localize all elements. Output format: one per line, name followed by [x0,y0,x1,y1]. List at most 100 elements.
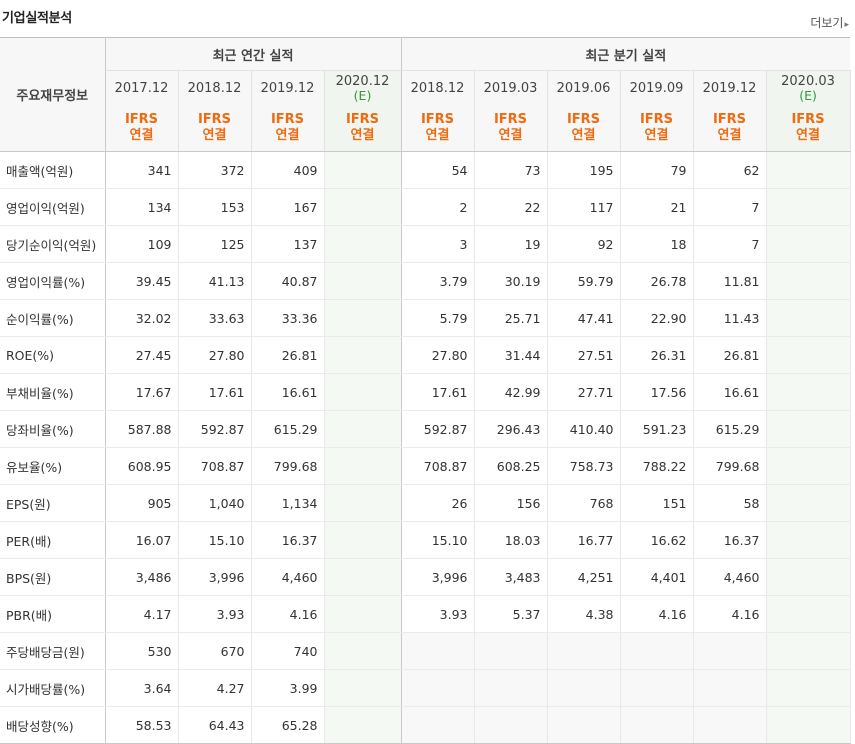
table-row: 영업이익(억원) 134 153 167 2 22 117 21 7 [0,188,851,226]
period-year: 2020.03 [781,73,835,89]
ifrs-label: IFRS [566,112,601,127]
value-cell: 125 [178,225,252,263]
value-cell: 32.02 [105,299,179,337]
period-year: 2020.12 [335,73,390,89]
table-row: 당기순이익(억원) 109 125 137 3 19 92 18 7 [0,225,851,263]
value-cell: 16.07 [105,521,179,559]
consolidated-label: 연결 [571,128,596,143]
consolidated-label: 연결 [498,128,523,143]
value-cell: 341 [105,151,179,189]
value-cell: 64.43 [178,706,252,744]
row-label: PBR(배) [0,595,106,633]
value-cell [766,595,851,633]
value-cell: 22.90 [620,299,694,337]
value-cell: 4.16 [693,595,767,633]
table-row: 영업이익률(%) 39.45 41.13 40.87 3.79 30.19 59.79 26.… [0,262,851,300]
period-header-quarter-4: 2019.12 [693,70,767,105]
period-header-quarter-0: 2018.12 [401,70,475,105]
value-cell: 530 [105,632,179,670]
value-cell: 740 [251,632,325,670]
period-year: 2019.12 [702,80,757,96]
value-cell [693,706,767,744]
table-row: ROE(%) 27.45 27.80 26.81 27.80 31.44 27.51 26.3… [0,336,851,374]
row-label: 영업이익률(%) [0,262,106,300]
value-cell: 195 [547,151,621,189]
value-cell: 17.61 [401,373,475,411]
value-cell [766,336,851,374]
value-cell: 4.16 [251,595,325,633]
value-cell [693,632,767,670]
value-cell [620,632,694,670]
more-link[interactable]: 더보기▸ [810,14,849,31]
row-label: BPS(원) [0,558,106,596]
row-label: 영업이익(억원) [0,188,106,226]
value-cell: 26.81 [251,336,325,374]
row-label: 순이익률(%) [0,299,106,337]
row-label: 시가배당률(%) [0,669,106,707]
value-cell [620,669,694,707]
value-cell: 708.87 [401,447,475,485]
value-cell: 54 [401,151,475,189]
ifrs-label: IFRS [712,112,747,127]
value-cell: 17.67 [105,373,179,411]
value-cell: 33.36 [251,299,325,337]
value-cell: 16.61 [693,373,767,411]
value-cell [324,632,402,670]
value-cell [324,447,402,485]
value-cell: 587.88 [105,410,179,448]
value-cell [766,410,851,448]
value-cell: 117 [547,188,621,226]
value-cell: 768 [547,484,621,522]
value-cell: 5.79 [401,299,475,337]
value-cell: 3,483 [474,558,548,596]
value-cell: 4,460 [693,558,767,596]
ifrs-badge: IFRS 연결 [474,105,548,152]
ifrs-label: IFRS [124,112,159,127]
value-cell [324,373,402,411]
value-cell: 16.77 [547,521,621,559]
value-cell [324,225,402,263]
value-cell: 137 [251,225,325,263]
value-cell [324,521,402,559]
value-cell: 17.61 [178,373,252,411]
value-cell: 79 [620,151,694,189]
annual-group-header: 최근 연간 실적 [105,37,402,71]
value-cell: 40.87 [251,262,325,300]
consolidated-label: 연결 [717,128,742,143]
value-cell: 17.56 [620,373,694,411]
value-cell [324,595,402,633]
value-cell: 592.87 [178,410,252,448]
ifrs-badge: IFRS 연결 [178,105,252,152]
value-cell [766,299,851,337]
value-cell: 27.80 [401,336,475,374]
value-cell: 33.63 [178,299,252,337]
value-cell: 3,996 [401,558,475,596]
row-label: ROE(%) [0,336,106,374]
period-header-annual-0: 2017.12 [105,70,179,105]
value-cell: 410.40 [547,410,621,448]
value-cell: 18.03 [474,521,548,559]
value-cell: 7 [693,225,767,263]
table-row: PER(배) 16.07 15.10 16.37 15.10 18.03 16.77 16.6… [0,521,851,559]
value-cell [766,373,851,411]
value-cell [766,188,851,226]
value-cell: 58 [693,484,767,522]
value-cell: 62 [693,151,767,189]
consolidated-label: 연결 [350,128,375,143]
table-row: 유보율(%) 608.95 708.87 799.68 708.87 608.25 758.… [0,447,851,485]
value-cell [401,669,475,707]
section-title: 기업실적분석 [2,11,72,26]
value-cell [401,632,475,670]
value-cell: 153 [178,188,252,226]
table-row: 순이익률(%) 32.02 33.63 33.36 5.79 25.71 47.41 22.9… [0,299,851,337]
value-cell: 92 [547,225,621,263]
value-cell: 409 [251,151,325,189]
table-row: 매출액(억원) 341 372 409 54 73 195 79 62 [0,151,851,189]
period-header-quarter-3: 2019.09 [620,70,694,105]
value-cell [324,188,402,226]
value-cell: 670 [178,632,252,670]
value-cell [474,706,548,744]
value-cell: 15.10 [178,521,252,559]
row-head-label: 주요재무정보 [0,37,106,152]
value-cell: 59.79 [547,262,621,300]
